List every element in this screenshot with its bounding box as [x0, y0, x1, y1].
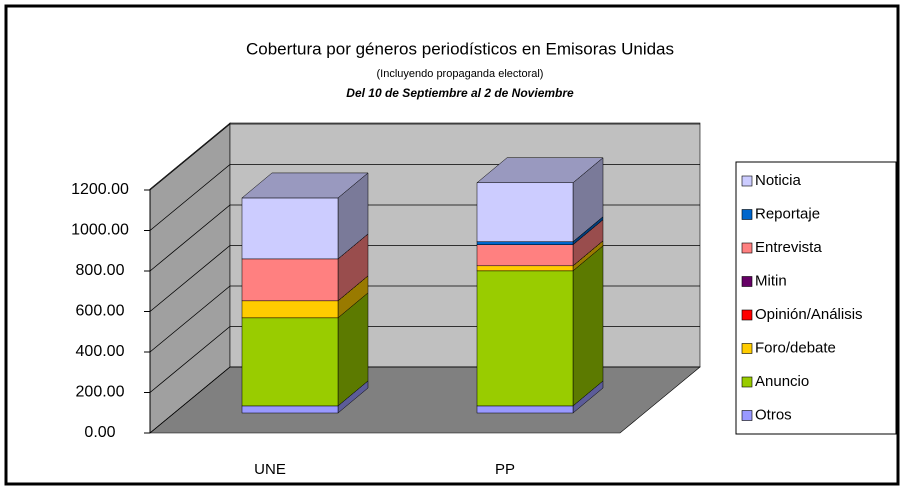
floor	[149, 366, 701, 434]
bar	[241, 197, 339, 260]
bar	[241, 300, 339, 319]
legend-swatch	[741, 343, 753, 354]
legend-swatch	[741, 209, 753, 220]
y-tick-label: 200.00	[76, 384, 125, 401]
legend-label: Noticia	[755, 172, 802, 189]
y-tick-label: 0.00	[84, 424, 115, 441]
legend-label: Reportaje	[755, 205, 820, 222]
y-tick-label: 800.00	[76, 262, 125, 279]
legend-label: Entrevista	[755, 239, 822, 256]
legend-label: Mitin	[755, 272, 787, 289]
bar	[476, 270, 574, 407]
bar	[241, 405, 339, 414]
legend-swatch	[741, 309, 753, 321]
bar	[241, 258, 339, 302]
bar-side	[572, 245, 604, 407]
legend-label: Anuncio	[755, 373, 809, 390]
legend-label: Opinión/Análisis	[755, 306, 863, 323]
y-tick-label: 400.00	[76, 343, 125, 360]
legend-label: Otros	[755, 406, 792, 423]
y-tick-label: 600.00	[76, 303, 125, 320]
bar	[241, 317, 339, 407]
bar-top	[241, 172, 369, 199]
bar-top	[476, 157, 604, 184]
bar	[476, 182, 574, 242]
chart-title: Cobertura por géneros periodísticos en E…	[246, 39, 674, 58]
legend-swatch	[741, 175, 753, 187]
x-tick-label: UNE	[254, 461, 286, 478]
legend-label: Foro/debate	[755, 339, 836, 356]
legend-swatch	[741, 242, 753, 254]
bar	[476, 265, 574, 272]
legend-swatch	[741, 410, 753, 421]
y-tick-label: 1200.00	[71, 181, 129, 198]
bar	[476, 405, 574, 414]
x-tick-label: PP	[495, 461, 515, 478]
date-range: Del 10 de Septiembre al 2 de Noviembre	[346, 86, 574, 100]
chart-subtitle: (Incluyendo propaganda electoral)	[377, 68, 544, 80]
bar	[476, 241, 574, 245]
bar	[476, 244, 574, 267]
y-tick-label: 1000.00	[71, 222, 129, 239]
legend-swatch	[741, 276, 753, 287]
legend-swatch	[741, 376, 753, 388]
legend	[735, 161, 897, 435]
grid-line	[149, 123, 700, 191]
